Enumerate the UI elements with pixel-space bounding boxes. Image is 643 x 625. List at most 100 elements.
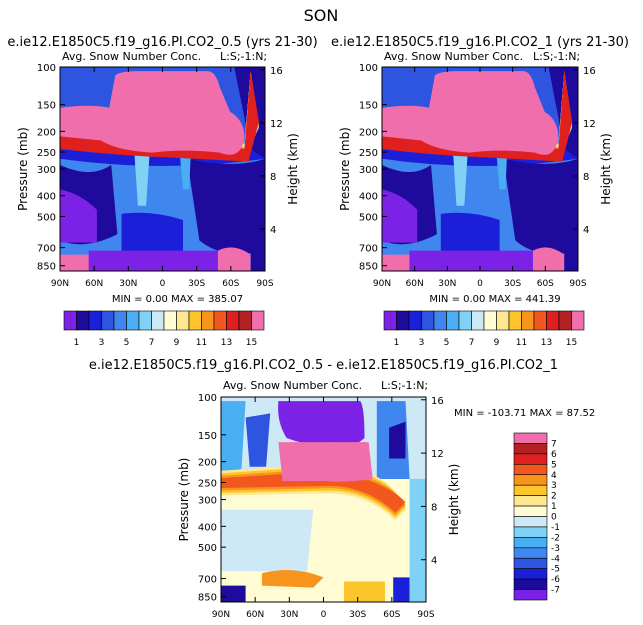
y-axis-label: Pressure (mb) (338, 127, 352, 211)
colorbar-swatch (513, 547, 548, 559)
colorbar-label: 7 (469, 338, 475, 348)
colorbar-label: 15 (246, 338, 257, 348)
field-layer-core-max (382, 71, 559, 155)
colorbar: 1 3 5 7 9 11 13 15 (383, 310, 585, 348)
x-tick-label: 60N (246, 610, 264, 620)
x-tick-label: 90S (256, 279, 273, 289)
colorbar-swatch (513, 557, 548, 569)
min-max-label: MIN = 0.00 MAX = 385.07 (112, 294, 243, 305)
field-layer-bottom-left-max (382, 254, 412, 271)
colorbar-swatch (571, 310, 585, 331)
panel-title: e.ie12.E1850C5.f19_g16.PI.CO2_1 (yrs 21-… (331, 35, 629, 50)
colorbar-swatch (513, 474, 548, 486)
colorbar-label: 5 (444, 338, 450, 348)
colorbar-swatch (383, 310, 397, 331)
field-layer-equator-column (133, 144, 151, 206)
y-tick-label: 400 (198, 522, 217, 533)
colorbar-swatch (546, 310, 560, 331)
y-tick-label: 500 (359, 212, 378, 223)
min-max-label: MIN = -103.71 MAX = 87.52 (454, 408, 595, 419)
colorbar-swatch (88, 310, 102, 331)
colorbar-label: 2 (551, 492, 557, 502)
field-layer-lower-left (221, 509, 314, 572)
colorbar-label: -4 (551, 554, 560, 564)
x-tick-label: 60N (85, 279, 103, 289)
panels: e.ie12.E1850C5.f19_g16.PI.CO2_0.5 (yrs 2… (7, 35, 629, 620)
field-layer-top-min (278, 401, 365, 447)
colorbar-swatch (513, 589, 548, 601)
field-layer-right-darkblue (187, 158, 265, 254)
colorbar-label: 1 (74, 338, 80, 348)
y-tick-right-label: 8 (270, 172, 276, 183)
y-tick-right-label: 4 (583, 225, 589, 236)
colorbar-swatch (113, 310, 127, 331)
colorbar-swatch (513, 432, 548, 444)
colorbar-swatch (513, 484, 548, 496)
colorbar-swatch (513, 537, 548, 549)
panel-level-label: L:S;-1:N; (220, 50, 267, 63)
y-tick-right-label: 8 (431, 502, 437, 513)
field-layer-core-max (60, 71, 245, 155)
colorbar-swatch (533, 310, 547, 331)
colorbar-label: 4 (551, 471, 557, 481)
colorbar-label: 11 (516, 338, 527, 348)
x-tick-label: 60S (222, 279, 239, 289)
field-layer-warm-band (221, 474, 406, 513)
y-tick-label: 250 (198, 478, 217, 489)
colorbar-swatch (446, 310, 460, 331)
colorbar-swatch (101, 310, 115, 331)
min-max-label: MIN = 0.00 MAX = 441.39 (429, 294, 560, 305)
x-tick-label: 90S (417, 610, 434, 620)
y-tick-right-label: 16 (583, 66, 596, 77)
panel-subtitle: Avg. Snow Number Conc. (384, 50, 523, 63)
x-tick-label: 30S (504, 279, 521, 289)
chart-panel-1: e.ie12.E1850C5.f19_g16.PI.CO2_0.5 (yrs 2… (7, 35, 317, 348)
colorbar-label: 0 (551, 513, 557, 523)
y-tick-label: 700 (359, 244, 378, 255)
colorbar-swatch (163, 310, 177, 331)
field-layer-bottom-left (221, 585, 246, 602)
y-tick-right-label: 12 (583, 119, 596, 130)
field-layer-left-purple (382, 189, 418, 243)
figure-title: SON (304, 6, 339, 25)
colorbar-swatch (251, 310, 265, 331)
x-tick-label: 90N (51, 279, 69, 289)
field-layer-bottom-edge (564, 230, 578, 271)
y-tick-right-label: 8 (583, 172, 589, 183)
field-layer-left-purple (60, 189, 97, 243)
colorbar-label: 13 (541, 338, 552, 348)
chart-panel-3: e.ie12.E1850C5.f19_g16.PI.CO2_0.5 - e.ie… (89, 358, 595, 620)
x-tick-label: 60S (537, 279, 554, 289)
field-layer-bottom-left-max (60, 254, 91, 271)
chart-panel-2: e.ie12.E1850C5.f19_g16.PI.CO2_1 (yrs 21-… (331, 35, 629, 348)
y-tick-label: 700 (198, 575, 217, 586)
field-layer-right-edge (409, 479, 426, 602)
heatmap-field (382, 67, 578, 271)
y-axis-right-label: Height (km) (599, 133, 613, 204)
colorbar-swatch (521, 310, 535, 331)
y-tick-label: 100 (198, 393, 217, 404)
colorbar-label: 13 (221, 338, 232, 348)
field-layer-equator-column (452, 144, 469, 206)
colorbar-swatch (201, 310, 215, 331)
colorbar-swatch (558, 310, 572, 331)
x-tick-label: 0 (477, 279, 483, 289)
colorbar-swatch (513, 568, 548, 580)
colorbar-swatch (513, 526, 548, 538)
colorbar-swatch (238, 310, 252, 331)
colorbar-label: 9 (494, 338, 500, 348)
colorbar-swatch (483, 310, 497, 331)
colorbar-swatch (508, 310, 522, 331)
colorbar-swatch (513, 464, 548, 476)
y-tick-label: 500 (198, 543, 217, 554)
y-tick-label: 200 (359, 127, 378, 138)
y-tick-right-label: 12 (270, 119, 283, 130)
colorbar-label: -2 (551, 533, 560, 543)
colorbar-swatch (76, 310, 90, 331)
y-tick-label: 150 (359, 101, 378, 112)
panel-title: e.ie12.E1850C5.f19_g16.PI.CO2_0.5 - e.ie… (89, 358, 558, 373)
field-layer-upper-left-2 (245, 413, 271, 467)
y-tick-right-label: 12 (431, 449, 444, 460)
y-tick-label: 850 (359, 262, 378, 273)
x-tick-label: 90S (569, 279, 586, 289)
